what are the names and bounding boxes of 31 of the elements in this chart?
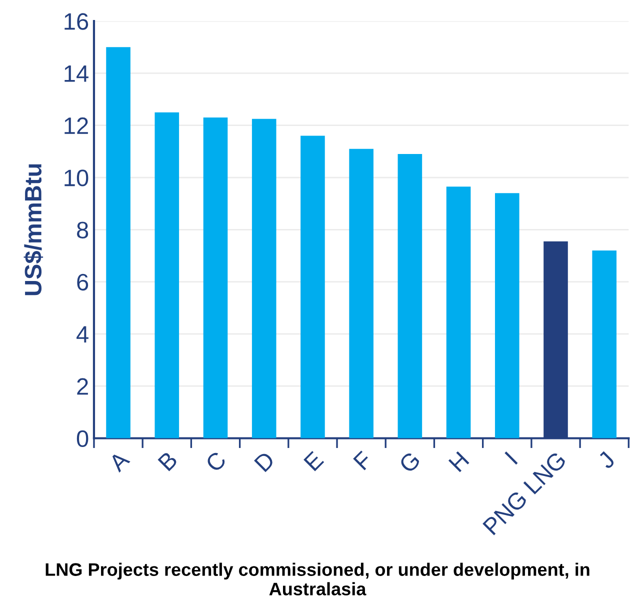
y-tick-label: 8 (77, 222, 88, 238)
x-tick-label: D (254, 450, 276, 472)
bar (494, 193, 520, 438)
bar (106, 47, 130, 438)
x-tick-label: J (596, 451, 616, 470)
x-tick-label: I (504, 452, 518, 465)
bar (300, 136, 325, 438)
x-tick-label: H (448, 451, 470, 472)
x-axis-title: LNG Projects recently commissioned, or under development, in Australasia (46, 562, 590, 596)
bar (398, 154, 422, 438)
y-tick-label: 12 (64, 117, 88, 134)
bar (349, 148, 374, 438)
bar (203, 118, 228, 438)
y-tick-label: 4 (76, 326, 88, 343)
x-tick-label: B (158, 450, 178, 472)
bar (592, 250, 616, 438)
x-tick-label: C (204, 450, 228, 473)
y-tick-label: 6 (77, 274, 88, 291)
bar (154, 112, 180, 438)
bar (446, 186, 471, 438)
y-tick-label: 2 (77, 378, 88, 395)
x-tick-label: A (108, 450, 130, 473)
y-tick-label: 10 (64, 170, 88, 186)
y-tick-label: 14 (64, 66, 88, 82)
x-tick-label: F (353, 450, 373, 470)
y-axis-title: US$/mmBtu (24, 164, 44, 296)
bar (252, 118, 276, 438)
x-tick-label: G (398, 451, 421, 474)
x-tick-label: E (304, 450, 324, 472)
y-tick-label: 0 (76, 430, 88, 448)
y-tick-label: 16 (64, 13, 88, 30)
